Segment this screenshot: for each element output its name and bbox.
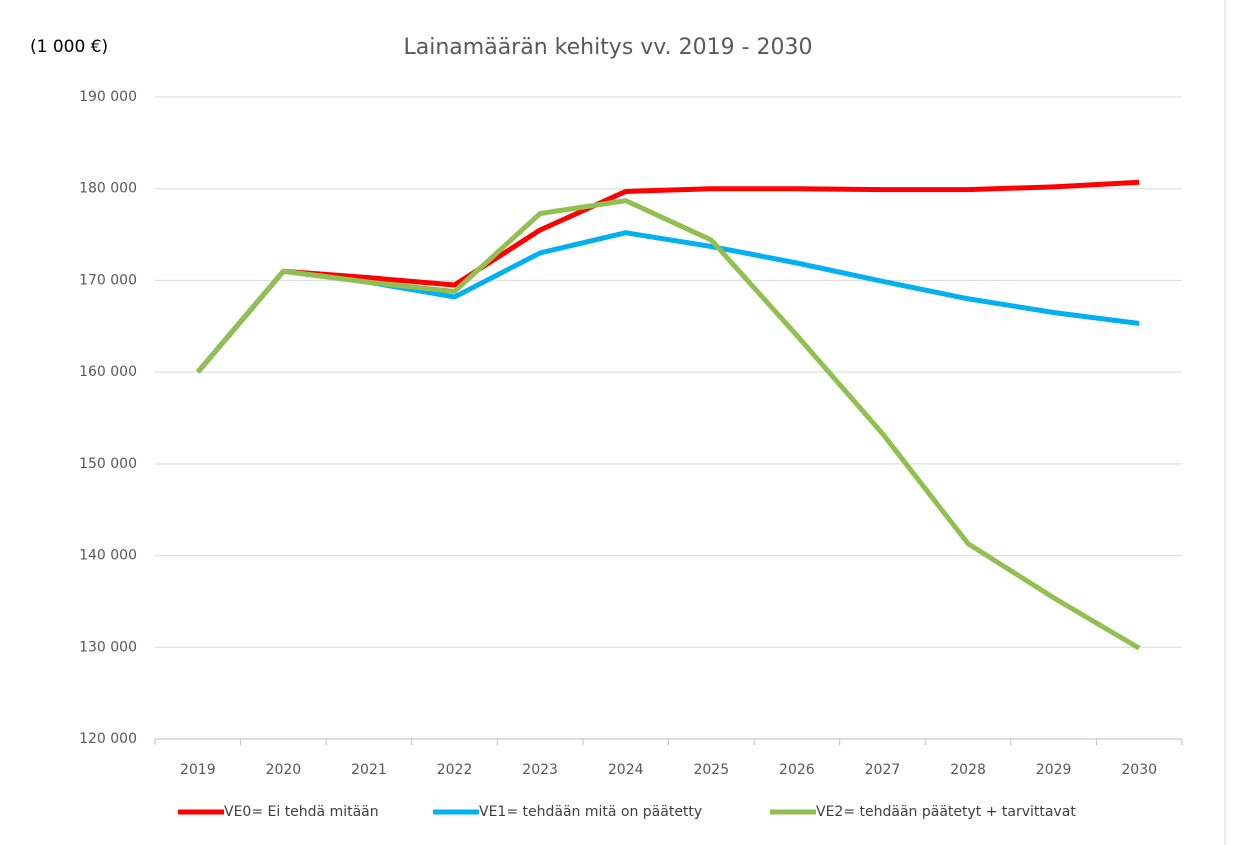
y-tick-label: 170 000 [79, 272, 137, 288]
x-tick-label: 2025 [693, 762, 729, 778]
y-axis-label: (1 000 €) [30, 37, 108, 57]
series-line [195, 230, 1140, 374]
x-tick-label: 2024 [608, 762, 644, 778]
series-line [195, 179, 1140, 374]
legend-label: VE1= tehdään mitä on päätetty [479, 804, 702, 820]
x-tick-label: 2030 [1121, 762, 1157, 778]
y-tick-label: 130 000 [79, 639, 137, 655]
x-tick-label: 2021 [351, 762, 387, 778]
legend-label: VE0= Ei tehdä mitään [224, 804, 379, 820]
x-tick-label: 2019 [180, 762, 216, 778]
y-tick-label: 190 000 [79, 89, 137, 105]
y-tick-label: 140 000 [79, 548, 137, 564]
x-tick-label: 2023 [522, 762, 558, 778]
x-tick-label: 2022 [437, 762, 473, 778]
y-tick-label: 180 000 [79, 181, 137, 197]
legend-label: VE2= tehdään päätetyt + tarvittavat [816, 804, 1076, 820]
x-tick-label: 2028 [950, 762, 986, 778]
y-tick-label: 150 000 [79, 456, 137, 472]
y-tick-label: 160 000 [79, 364, 137, 380]
y-tick-label: 120 000 [79, 731, 137, 747]
x-tick-label: 2029 [1036, 762, 1072, 778]
x-tick-label: 2026 [779, 762, 815, 778]
x-tick-label: 2020 [266, 762, 302, 778]
series-line [195, 198, 1141, 651]
chart-title: Lainamäärän kehitys vv. 2019 - 2030 [404, 35, 813, 60]
x-tick-label: 2027 [865, 762, 901, 778]
